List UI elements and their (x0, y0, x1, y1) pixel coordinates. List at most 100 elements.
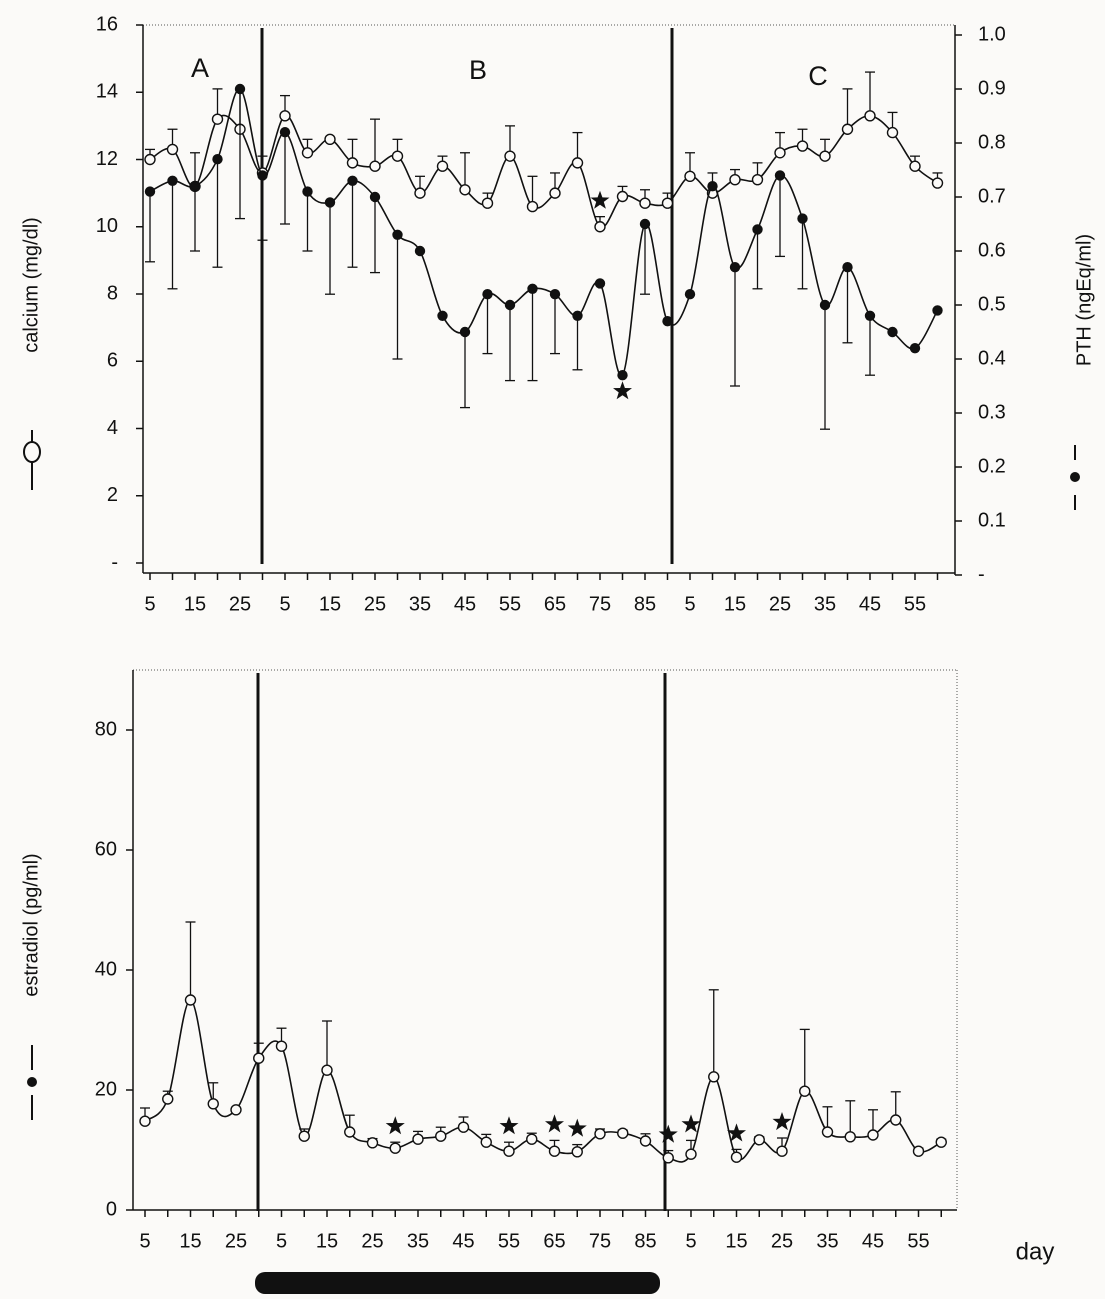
x-tick-label: 5 (144, 593, 155, 615)
x-tick-label: 85 (634, 593, 656, 615)
y2-tick-label: 0.3 (978, 401, 1006, 423)
data-point (437, 310, 448, 321)
data-point (324, 197, 336, 208)
data-point (144, 186, 156, 197)
y-axis-title: calcium (mg/dl) (20, 217, 42, 353)
significance-star (499, 1116, 519, 1135)
legend-symbol (23, 430, 41, 490)
data-point (708, 1071, 720, 1083)
data-point (162, 1093, 174, 1105)
data-point (344, 1126, 356, 1138)
x-tick-label: 55 (499, 593, 521, 615)
data-point (321, 1064, 333, 1076)
data-point (436, 160, 449, 172)
data-point (346, 157, 359, 169)
data-point (459, 184, 471, 196)
y-tick-label: 8 (107, 282, 118, 304)
y2-tick-label: 0.2 (978, 455, 1006, 477)
data-point (414, 245, 426, 257)
data-point (639, 197, 651, 209)
significance-star (658, 1124, 678, 1143)
y-tick-label: 12 (96, 148, 118, 170)
data-point (301, 147, 314, 159)
significance-star (613, 381, 632, 400)
x-tick-label: 75 (589, 1230, 611, 1252)
x-tick-label: 25 (771, 1230, 793, 1252)
x-tick-label: 45 (454, 593, 476, 615)
data-point (752, 224, 763, 235)
data-point (819, 150, 831, 162)
x-tick-label: 35 (816, 1230, 838, 1252)
y2-tick-label: - (978, 563, 985, 585)
x-tick-label: 65 (543, 1230, 565, 1252)
data-point (527, 283, 538, 294)
data-point (302, 186, 313, 197)
x-tick-label: 25 (225, 1230, 247, 1252)
data-point (504, 299, 516, 311)
y-tick-label: - (111, 551, 118, 573)
x-tick-label: 5 (276, 1230, 287, 1252)
x-tick-label: 55 (907, 1230, 929, 1252)
data-point (797, 213, 808, 224)
data-point (639, 218, 651, 230)
y-tick-label: 4 (107, 417, 118, 439)
data-point (189, 180, 201, 192)
significance-star (727, 1123, 746, 1142)
y-tick-label: 80 (95, 718, 117, 740)
significance-star (590, 190, 610, 209)
y2-axis-title: PTH (ngEq/ml) (1073, 234, 1095, 366)
data-point (526, 1133, 538, 1145)
x-tick-label: 5 (279, 593, 290, 615)
data-point (207, 1098, 219, 1110)
data-point (526, 200, 539, 213)
x-tick-label: 15 (724, 593, 746, 615)
data-point (753, 1134, 765, 1146)
data-point (730, 1151, 743, 1163)
data-point (774, 170, 786, 181)
data-point (391, 150, 404, 162)
x-tick-label: 35 (409, 593, 431, 615)
data-point (366, 1137, 379, 1149)
x-tick-label: 85 (634, 1230, 656, 1252)
y2-tick-label: 0.9 (978, 77, 1006, 99)
data-point (369, 160, 381, 172)
x-tick-label: 5 (685, 1230, 696, 1252)
data-point (212, 153, 223, 165)
data-point (482, 289, 493, 300)
data-point (257, 170, 268, 181)
data-point (298, 1130, 310, 1142)
y2-tick-label: 1.0 (978, 23, 1006, 45)
x-tick-label: 75 (589, 593, 611, 615)
data-point (617, 1127, 629, 1139)
data-point (887, 326, 898, 338)
data-point (821, 1126, 834, 1138)
data-point (414, 187, 426, 199)
significance-star (385, 1116, 405, 1135)
data-point (549, 187, 561, 199)
data-point (504, 150, 516, 162)
data-point (616, 190, 629, 203)
significance-star (772, 1112, 792, 1131)
y-axis-title: estradiol (pg/ml) (20, 853, 42, 996)
data-point (684, 170, 696, 183)
data-point (459, 326, 471, 338)
redaction-bar (255, 1272, 660, 1294)
data-point (412, 1133, 424, 1145)
data-point (684, 289, 696, 300)
x-tick-label: 65 (544, 593, 566, 615)
x-tick-label: 55 (904, 593, 926, 615)
x-tick-label: 45 (452, 1230, 474, 1252)
y-tick-label: 16 (96, 13, 118, 35)
y-tick-label: 20 (95, 1078, 117, 1100)
data-point (867, 1129, 879, 1141)
x-tick-label: 25 (229, 593, 251, 615)
y2-tick-label: 0.4 (978, 347, 1006, 369)
data-point (617, 370, 628, 381)
data-point (776, 1145, 788, 1157)
data-point (661, 197, 674, 209)
data-point (503, 1145, 515, 1157)
data-point (571, 1146, 583, 1158)
x-tick-label: 25 (769, 593, 791, 615)
data-point (211, 113, 224, 125)
data-point (167, 175, 178, 187)
